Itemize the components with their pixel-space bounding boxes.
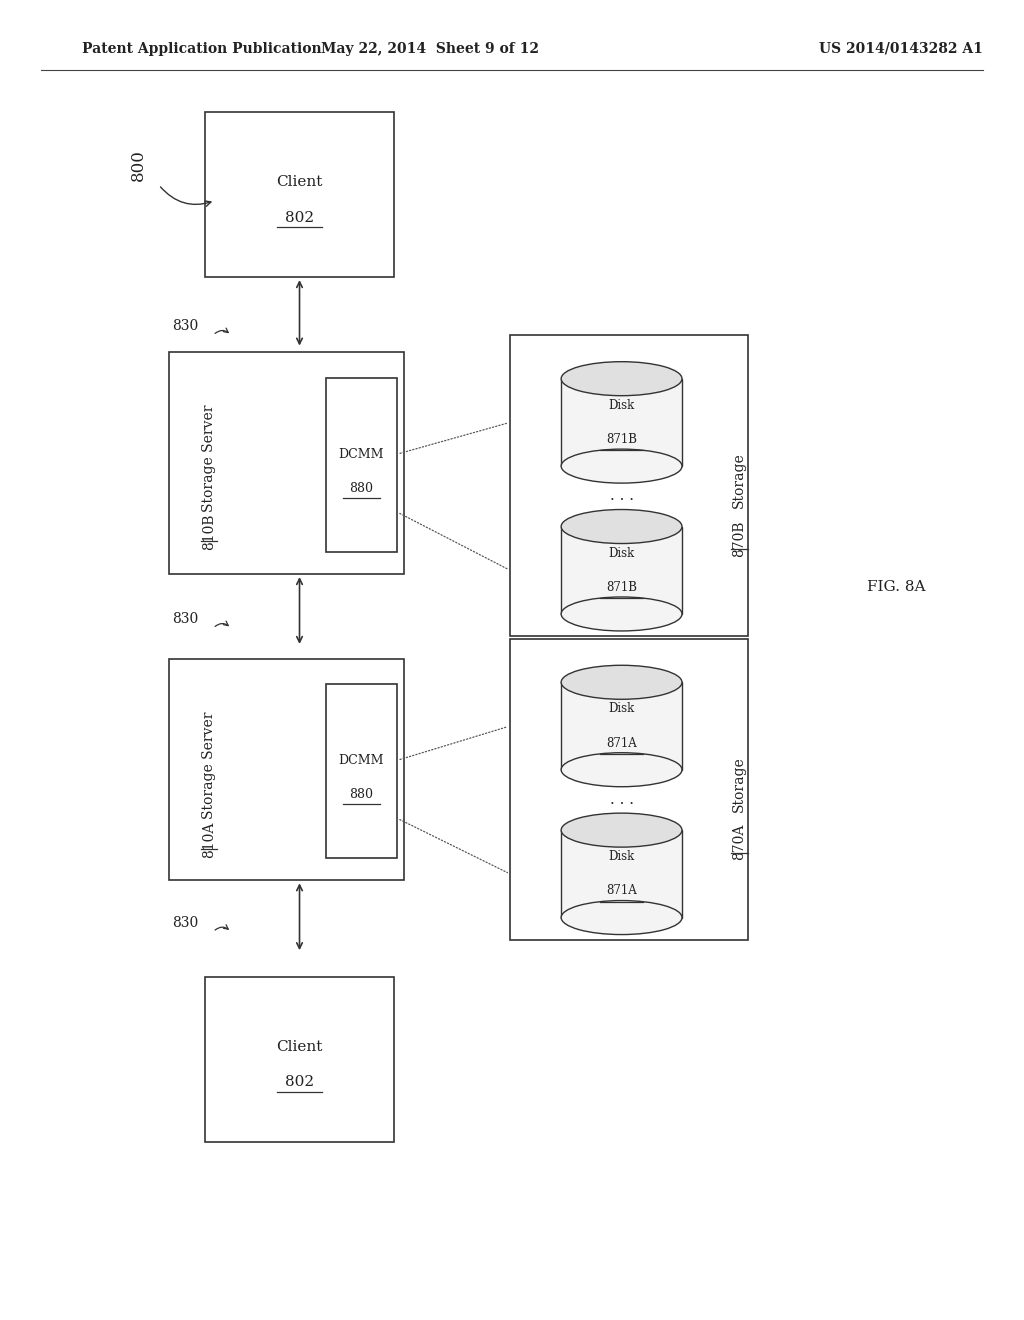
Text: 871A: 871A [606,737,637,750]
Text: 871A: 871A [606,884,637,898]
Text: 871B: 871B [606,581,637,594]
Ellipse shape [561,900,682,935]
Text: DCMM: DCMM [339,754,384,767]
Text: DCMM: DCMM [339,447,384,461]
Polygon shape [561,379,682,466]
Text: 810B: 810B [202,513,216,550]
FancyBboxPatch shape [169,659,404,880]
Text: May 22, 2014  Sheet 9 of 12: May 22, 2014 Sheet 9 of 12 [322,42,539,55]
Text: 830: 830 [172,612,199,626]
Text: Client: Client [276,176,323,189]
Text: 802: 802 [285,1076,314,1089]
Text: Storage Server: Storage Server [202,711,216,820]
Text: Storage: Storage [732,756,746,812]
Text: 870B: 870B [732,520,746,557]
Text: Patent Application Publication: Patent Application Publication [82,42,322,55]
FancyBboxPatch shape [326,684,397,858]
Ellipse shape [561,449,682,483]
FancyBboxPatch shape [510,335,748,636]
Polygon shape [561,527,682,614]
Text: 870A: 870A [732,824,746,861]
Text: FIG. 8A: FIG. 8A [866,581,926,594]
Text: Disk: Disk [608,850,635,863]
Ellipse shape [561,362,682,396]
Text: US 2014/0143282 A1: US 2014/0143282 A1 [819,42,983,55]
FancyArrowPatch shape [215,622,228,627]
Text: 810A: 810A [202,821,216,858]
Text: 830: 830 [172,916,199,929]
Text: Disk: Disk [608,399,635,412]
Text: . . .: . . . [609,490,634,503]
Polygon shape [561,682,682,770]
FancyArrowPatch shape [161,187,211,206]
Ellipse shape [561,813,682,847]
FancyBboxPatch shape [205,977,394,1142]
FancyBboxPatch shape [510,639,748,940]
Ellipse shape [561,665,682,700]
FancyArrowPatch shape [215,329,228,334]
Ellipse shape [561,752,682,787]
Ellipse shape [561,510,682,544]
Text: 880: 880 [349,482,374,495]
FancyArrowPatch shape [215,925,228,931]
Text: . . .: . . . [609,793,634,807]
Text: 802: 802 [285,211,314,224]
Text: Client: Client [276,1040,323,1053]
FancyBboxPatch shape [326,378,397,552]
Text: 871B: 871B [606,433,637,446]
Ellipse shape [561,597,682,631]
Text: 880: 880 [349,788,374,801]
Text: Storage Server: Storage Server [202,404,216,512]
Text: Disk: Disk [608,702,635,715]
Text: Disk: Disk [608,546,635,560]
FancyBboxPatch shape [205,112,394,277]
Text: 800: 800 [130,149,146,181]
FancyBboxPatch shape [169,352,404,574]
Text: Storage: Storage [732,453,746,508]
Polygon shape [561,830,682,917]
Text: 830: 830 [172,319,199,333]
